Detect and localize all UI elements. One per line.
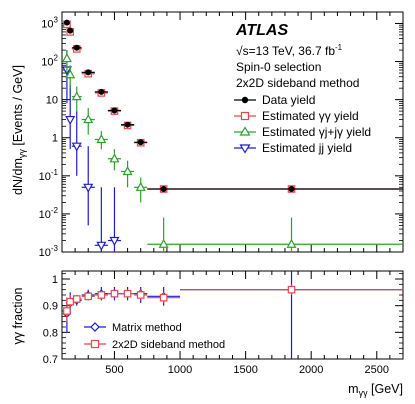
data-point — [288, 186, 295, 193]
bottom-y-tick-label: 0.9 — [43, 301, 58, 313]
top-y-tick-label: 10-2 — [39, 206, 59, 221]
sideband-point — [97, 291, 106, 299]
svg-text:Estimated γγ yield: Estimated γγ yield — [262, 109, 359, 123]
gj-point — [286, 238, 297, 248]
gj-point — [61, 53, 72, 63]
sideband-point — [72, 295, 81, 303]
x-tick-label: 500 — [105, 364, 123, 376]
data-point — [124, 121, 131, 128]
sideband-point — [110, 289, 119, 298]
top-y-tick-label: 10-3 — [39, 244, 59, 259]
data-point — [160, 186, 167, 193]
data-point — [85, 69, 92, 76]
jj-point — [71, 142, 82, 152]
bottom-data-marks — [62, 271, 403, 359]
selection-text: Spin-0 selection — [236, 60, 321, 74]
data-point — [73, 44, 80, 51]
legend-item-gg: Estimated γγ yield — [234, 109, 359, 123]
jj-point — [96, 241, 107, 251]
gj-point — [83, 114, 94, 124]
top-y-tick-label: 10-1 — [39, 168, 59, 183]
bottom-y-tick-label: 0.8 — [43, 327, 58, 339]
top-axis-ticks: 10-3 10-2 10-1 1 10 102 103 — [39, 11, 403, 259]
sideband-point — [123, 289, 132, 298]
x-tick-label: 1000 — [168, 364, 192, 376]
data-point — [137, 139, 144, 146]
top-y-tick-label: 10 — [46, 95, 58, 107]
data-point — [63, 19, 70, 26]
svg-text:Estimated jj yield: Estimated jj yield — [262, 141, 352, 155]
top-y-tick-label: 1 — [52, 133, 58, 145]
data-point — [98, 88, 105, 95]
x-tick-label: 2000 — [299, 364, 323, 376]
svg-text:Matrix method: Matrix method — [112, 322, 182, 334]
svg-text:Data yield: Data yield — [262, 93, 315, 107]
sideband-point — [159, 293, 168, 302]
x-tick-label: 2500 — [365, 364, 389, 376]
top-legend: Data yield Estimated γγ yield Estimated … — [234, 93, 371, 155]
jj-point — [109, 236, 120, 246]
data-point — [67, 27, 74, 34]
gj-point — [158, 238, 169, 248]
gj-point — [65, 69, 76, 79]
legend-item-data: Data yield — [234, 93, 315, 107]
data-point — [111, 107, 118, 114]
x-tick-label: 1500 — [233, 364, 257, 376]
energy-lumi-text: √s=13 TeV, 36.7 fb-1 — [236, 43, 343, 58]
jj-point — [83, 183, 94, 193]
jj-point — [65, 115, 76, 125]
sideband-point — [136, 291, 145, 299]
top-y-tick-label: 103 — [41, 15, 58, 30]
legend-item-matrix: Matrix method — [84, 322, 182, 334]
x-axis-label: mγγ [GeV] — [348, 382, 403, 398]
gj-point — [135, 181, 146, 191]
top-y-axis-label: dN/dmγγ [Events / GeV] — [11, 65, 27, 195]
gj-point — [71, 91, 82, 101]
legend-item-gj: Estimated γj+jγ yield — [234, 125, 371, 139]
gj-point — [109, 153, 120, 163]
sideband-point — [63, 307, 71, 315]
sideband-point — [287, 285, 296, 294]
sideband-point — [84, 292, 93, 301]
atlas-brand: ATLAS — [235, 22, 288, 39]
svg-text:2x2D sideband method: 2x2D sideband method — [112, 339, 225, 351]
top-y-tick-label: 102 — [41, 54, 58, 69]
bottom-legend: Matrix method 2x2D sideband method — [84, 322, 225, 351]
legend-item-jj: Estimated jj yield — [234, 141, 352, 155]
top-data-marks — [61, 19, 403, 252]
svg-text:Estimated γj+jγ yield: Estimated γj+jγ yield — [262, 125, 371, 139]
gj-point — [122, 166, 133, 176]
gj-point — [96, 134, 107, 144]
bottom-y-tick-label: 1 — [52, 274, 58, 286]
legend-item-sideband: 2x2D sideband method — [84, 339, 225, 351]
method-text: 2x2D sideband method — [236, 76, 359, 90]
bottom-y-axis-label: γγ fraction — [11, 287, 25, 344]
bottom-y-tick-label: 0.7 — [43, 354, 58, 366]
